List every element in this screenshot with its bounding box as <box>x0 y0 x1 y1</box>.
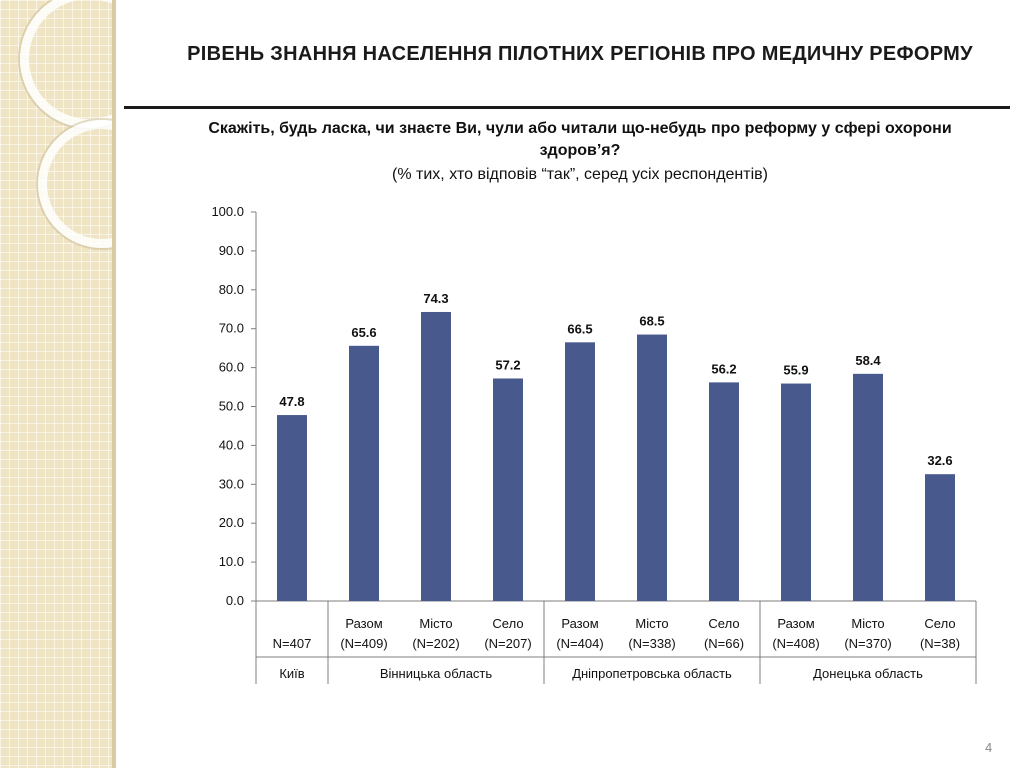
page-number: 4 <box>985 740 993 755</box>
bar <box>277 415 307 601</box>
x-sample-label: (N=370) <box>844 636 891 651</box>
data-label: 32.6 <box>927 453 952 468</box>
group-label: Вінницька область <box>380 666 493 681</box>
x-sample-label: (N=409) <box>340 636 387 651</box>
y-tick-label: 50.0 <box>219 399 244 414</box>
chart-subtitle: (% тих, хто відповів “так”, серед усіх р… <box>392 166 768 183</box>
x-sub-label: Місто <box>635 616 668 631</box>
x-sub-label: Село <box>708 616 739 631</box>
x-sample-label: (N=404) <box>556 636 603 651</box>
data-label: 65.6 <box>351 325 376 340</box>
x-sample-label: (N=207) <box>484 636 531 651</box>
bar <box>925 474 955 601</box>
data-label: 55.9 <box>783 363 808 378</box>
y-tick-label: 40.0 <box>219 437 244 452</box>
x-sample-label: (N=66) <box>704 636 744 651</box>
bar <box>565 342 595 601</box>
x-sub-label: Разом <box>345 616 382 631</box>
group-label: Дніпропетровська область <box>572 666 732 681</box>
y-tick-label: 70.0 <box>219 321 244 336</box>
y-tick-label: 30.0 <box>219 476 244 491</box>
x-sample-label: (N=408) <box>772 636 819 651</box>
bar <box>493 378 523 601</box>
x-sub-label: Разом <box>561 616 598 631</box>
x-sub-label: Місто <box>419 616 452 631</box>
bar <box>853 373 883 601</box>
y-tick-label: 80.0 <box>219 282 244 297</box>
x-sub-label: Місто <box>851 616 884 631</box>
data-label: 66.5 <box>567 321 592 336</box>
bar-chart: 0.0 10.0 20.0 30.0 40.0 50.0 60.0 70.0 80.0 90.0 1… <box>211 204 977 684</box>
title-divider <box>124 106 1010 109</box>
y-tick-label: 100.0 <box>211 204 244 219</box>
x-sample-label: (N=38) <box>920 636 960 651</box>
data-label: 57.2 <box>495 357 520 372</box>
decorative-ring <box>20 0 112 128</box>
decorative-ring <box>38 120 112 248</box>
survey-question: Скажіть, будь ласка, чи знаєте Ви, чули … <box>208 120 952 160</box>
side-panel-edge <box>112 0 116 768</box>
y-tick-label: 90.0 <box>219 243 244 258</box>
bar <box>637 334 667 601</box>
group-label: Київ <box>279 666 304 681</box>
bar <box>781 383 811 601</box>
x-sub-label: Разом <box>777 616 814 631</box>
bar <box>709 382 739 601</box>
y-tick-label: 0.0 <box>226 593 244 608</box>
decorative-side-panel <box>0 0 112 768</box>
data-label: 47.8 <box>279 394 304 409</box>
x-sample-label: N=407 <box>273 636 312 651</box>
data-label: 58.4 <box>855 353 881 368</box>
x-sample-label: (N=338) <box>628 636 675 651</box>
bar <box>349 345 379 601</box>
y-tick-label: 20.0 <box>219 515 244 530</box>
x-sub-label: Село <box>492 616 523 631</box>
group-label: Донецька область <box>813 666 923 681</box>
data-label: 74.3 <box>423 291 448 306</box>
y-tick-label: 10.0 <box>219 554 244 569</box>
y-tick-label: 60.0 <box>219 360 244 375</box>
x-sub-label: Село <box>924 616 955 631</box>
x-sample-label: (N=202) <box>412 636 459 651</box>
data-label: 68.5 <box>639 314 664 329</box>
data-label: 56.2 <box>711 361 736 376</box>
bar <box>421 311 451 601</box>
slide-title: РІВЕНЬ ЗНАННЯ НАСЕЛЕННЯ ПІЛОТНИХ РЕГІОНІ… <box>187 43 973 65</box>
